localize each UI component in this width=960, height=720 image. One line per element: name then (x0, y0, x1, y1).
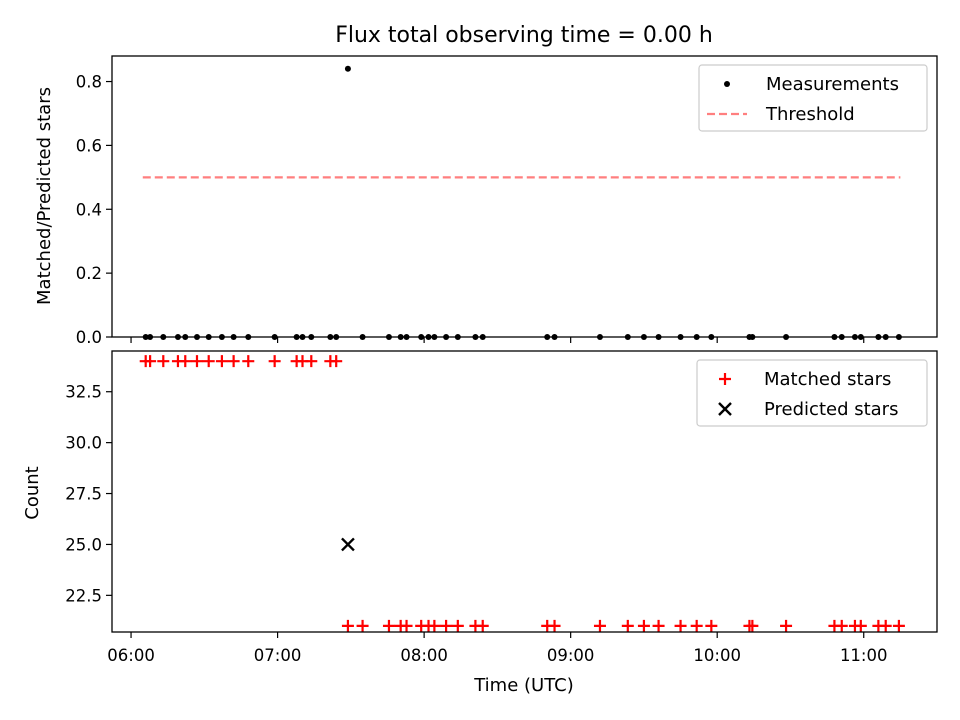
axes-frame (111, 55, 938, 338)
bottom-axes: 22.5 25.0 27.5 30.0 32.5 06:00 07:00 08:00 09:00… (65, 350, 938, 665)
data-point (621, 619, 634, 632)
x-tick-label: 10:00 (693, 646, 741, 665)
legend-swatch (719, 373, 731, 385)
legend-label: Predicted stars (764, 399, 898, 420)
y-tick-label: 0.2 (76, 264, 102, 283)
data-point (341, 619, 354, 632)
data-point (835, 619, 848, 632)
data-point (157, 355, 170, 368)
data-point (341, 537, 355, 552)
data-point (202, 355, 215, 368)
data-point (382, 619, 395, 632)
top-axes: 0.0 0.2 0.4 0.6 0.8 Measurements Threshold (76, 55, 938, 347)
data-point (330, 355, 343, 368)
data-point (652, 619, 665, 632)
series-predicted-stars (341, 537, 355, 552)
data-point (268, 355, 281, 368)
data-point (400, 619, 413, 632)
y-tick-label: 22.5 (65, 586, 102, 605)
y-tick-label: 0.8 (76, 73, 102, 92)
data-point (593, 619, 606, 632)
data-point (690, 619, 703, 632)
y-tick-label: 0.0 (76, 328, 102, 347)
x-tick-label: 06:00 (107, 646, 155, 665)
legend-box (698, 64, 928, 132)
y-tick-label: 0.4 (76, 200, 102, 219)
data-point (674, 619, 687, 632)
data-point (854, 619, 867, 632)
legend-swatch (718, 402, 732, 416)
data-point (637, 619, 650, 632)
data-point (344, 65, 351, 72)
data-point (305, 355, 318, 368)
data-point (190, 355, 203, 368)
y-tick-label: 30.0 (65, 434, 102, 453)
y-tick-label: 32.5 (65, 383, 102, 402)
x-axis-label: Time (UTC) (473, 675, 574, 696)
top-y-axis-label: Matched/Predicted stars (34, 87, 55, 305)
y-tick-label: 0.6 (76, 136, 102, 155)
x-tick-label: 09:00 (547, 646, 595, 665)
chart-title: Flux total observing time = 0.00 h (335, 23, 713, 48)
legend: Matched stars Predicted stars (696, 359, 928, 427)
x-tick-label: 11:00 (840, 646, 888, 665)
data-point (548, 619, 561, 632)
data-point (705, 619, 718, 632)
data-point (476, 619, 489, 632)
y-tick-label: 25.0 (65, 535, 102, 554)
data-point (428, 619, 441, 632)
data-point (451, 619, 464, 632)
bottom-y-axis-label: Count (22, 466, 43, 519)
legend-swatch (724, 81, 730, 87)
data-point (242, 355, 255, 368)
axes-frame (111, 350, 938, 633)
legend-label: Matched stars (764, 369, 891, 390)
data-point (144, 355, 157, 368)
data-point (356, 619, 369, 632)
data-point (780, 619, 793, 632)
x-tick-label: 08:00 (400, 646, 448, 665)
data-point (879, 619, 892, 632)
series-matched-stars (139, 355, 905, 632)
data-point (179, 355, 192, 368)
legend-label: Measurements (766, 74, 899, 95)
legend-box (696, 359, 928, 427)
data-point (227, 355, 240, 368)
legend: Measurements Threshold (698, 64, 928, 132)
data-point (746, 619, 759, 632)
data-point (215, 355, 228, 368)
series-measurements (142, 65, 902, 340)
x-tick-label: 07:00 (254, 646, 302, 665)
legend-label: Threshold (765, 104, 855, 125)
y-tick-label: 27.5 (65, 485, 102, 504)
data-point (892, 619, 905, 632)
data-point (440, 619, 453, 632)
